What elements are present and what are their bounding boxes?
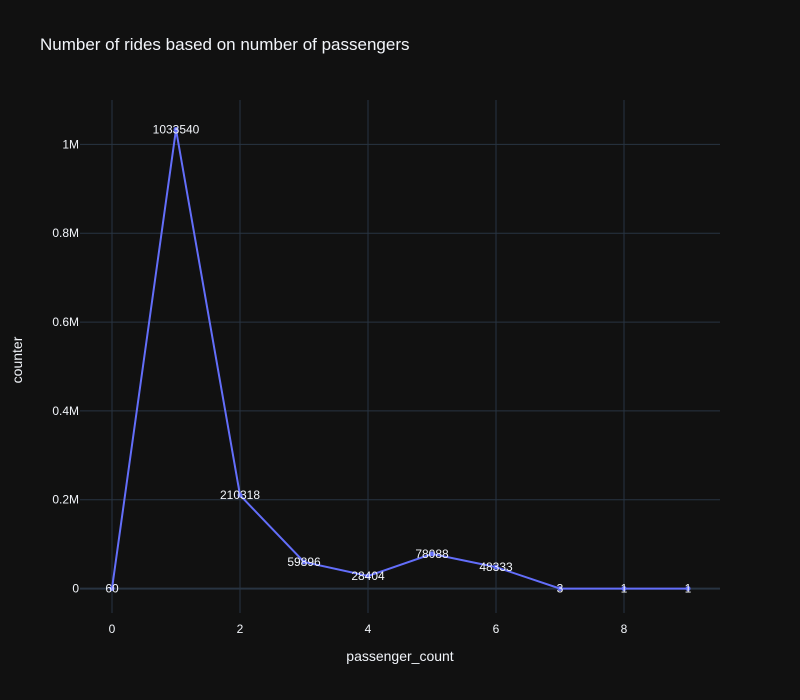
data-label: 1 [621, 582, 628, 596]
x-axis-title: passenger_count [346, 648, 454, 664]
data-label: 78088 [415, 547, 449, 561]
data-point [301, 559, 307, 565]
data-label: 1 [685, 582, 692, 596]
data-label: 48333 [479, 560, 513, 574]
data-point [557, 586, 563, 592]
data-point [237, 492, 243, 498]
data-label: 28404 [351, 569, 385, 583]
y-tick-label: 0.4M [52, 404, 79, 418]
y-tick-label: 0.2M [52, 493, 79, 507]
y-tick-label: 1M [62, 137, 79, 151]
x-tick-label: 0 [109, 622, 116, 636]
data-point [109, 586, 115, 592]
x-tick-label: 4 [365, 622, 372, 636]
data-point [173, 127, 179, 133]
grid-layer [80, 100, 720, 613]
data-point [621, 586, 627, 592]
data-point [493, 564, 499, 570]
data-label: 59896 [287, 555, 321, 569]
data-point [365, 573, 371, 579]
x-tick-label: 8 [621, 622, 628, 636]
data-point [429, 551, 435, 557]
data-label: 210318 [220, 488, 260, 502]
tick-labels: 0 2 4 6 8 0 0.2M 0.4M 0.6M 0.8M 1M [52, 137, 627, 636]
chart-title: Number of rides based on number of passe… [40, 35, 409, 54]
x-tick-label: 2 [237, 622, 244, 636]
data-label: 1033540 [153, 123, 200, 137]
y-axis-title: counter [9, 336, 25, 383]
data-label: 60 [105, 582, 119, 596]
y-tick-label: 0.8M [52, 226, 79, 240]
series-layer [109, 127, 691, 592]
data-label: 3 [557, 582, 564, 596]
series-line [111, 129, 688, 590]
x-tick-label: 6 [493, 622, 500, 636]
y-tick-label: 0.6M [52, 315, 79, 329]
y-tick-label: 0 [72, 582, 79, 596]
data-point [685, 586, 691, 592]
data-labels: 60 1033540 210318 59896 28404 78088 48333 3 1 1 [105, 123, 691, 596]
